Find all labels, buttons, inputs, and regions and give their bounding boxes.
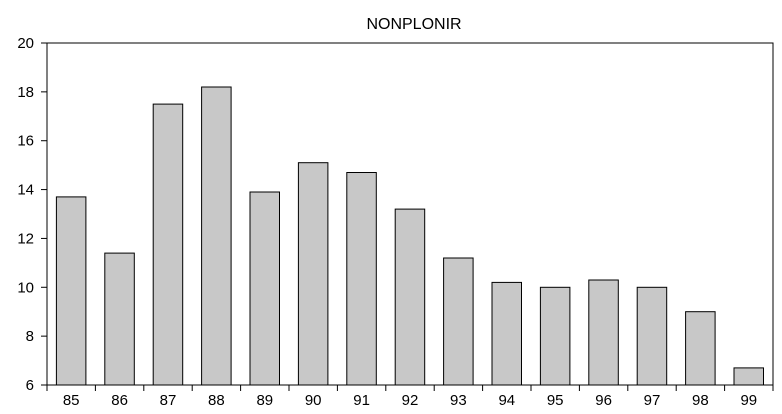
bar-90	[297, 162, 329, 386]
bar-98	[685, 311, 716, 386]
x-tick-label-94: 94	[498, 392, 515, 409]
x-tick-label-86: 86	[111, 392, 128, 409]
x-tick-label-93: 93	[450, 392, 467, 409]
x-tick-label-89: 89	[256, 392, 273, 409]
x-axis-ticks: 85 86 87 88 89 90 91 92 93 94 95 96 97 98 99	[46, 385, 774, 409]
x-tick-label-91: 91	[353, 392, 370, 409]
x-tick-label-88: 88	[208, 392, 225, 409]
chart-title: NONPLONIR	[366, 16, 461, 33]
x-tick-label-98: 98	[692, 392, 709, 409]
x-tick-label-85: 85	[63, 392, 80, 409]
y-tick-label-14: 14	[17, 182, 34, 199]
x-tick-label-99: 99	[740, 392, 757, 409]
x-tick-label-97: 97	[644, 392, 661, 409]
y-tick-label-6: 6	[26, 377, 34, 394]
bar-88	[201, 86, 232, 386]
bar-89	[249, 191, 280, 386]
bars	[55, 86, 764, 386]
x-tick-label-92: 92	[402, 392, 419, 409]
bar-85	[55, 196, 87, 386]
bar-99	[733, 367, 764, 386]
x-tick-label-96: 96	[595, 392, 612, 409]
y-axis-ticks: 6 8 10 12 14 16 18 20	[17, 35, 47, 394]
y-tick-label-20: 20	[17, 35, 34, 52]
bar-86	[104, 252, 135, 386]
x-tick-label-87: 87	[160, 392, 177, 409]
y-tick-label-16: 16	[17, 133, 34, 150]
x-tick-label-90: 90	[305, 392, 322, 409]
y-tick-label-18: 18	[17, 84, 34, 101]
bar-94	[491, 281, 522, 386]
x-tick-label-95: 95	[547, 392, 564, 409]
bar-87	[152, 103, 184, 386]
y-tick-label-8: 8	[26, 328, 34, 345]
bar-96	[588, 279, 619, 386]
bar-91	[346, 172, 377, 386]
y-tick-label-12: 12	[17, 230, 34, 247]
bar-93	[443, 257, 474, 386]
bar-95	[539, 286, 571, 386]
bar-92	[394, 208, 426, 386]
bar-97	[636, 286, 668, 386]
y-tick-label-10: 10	[17, 279, 34, 296]
